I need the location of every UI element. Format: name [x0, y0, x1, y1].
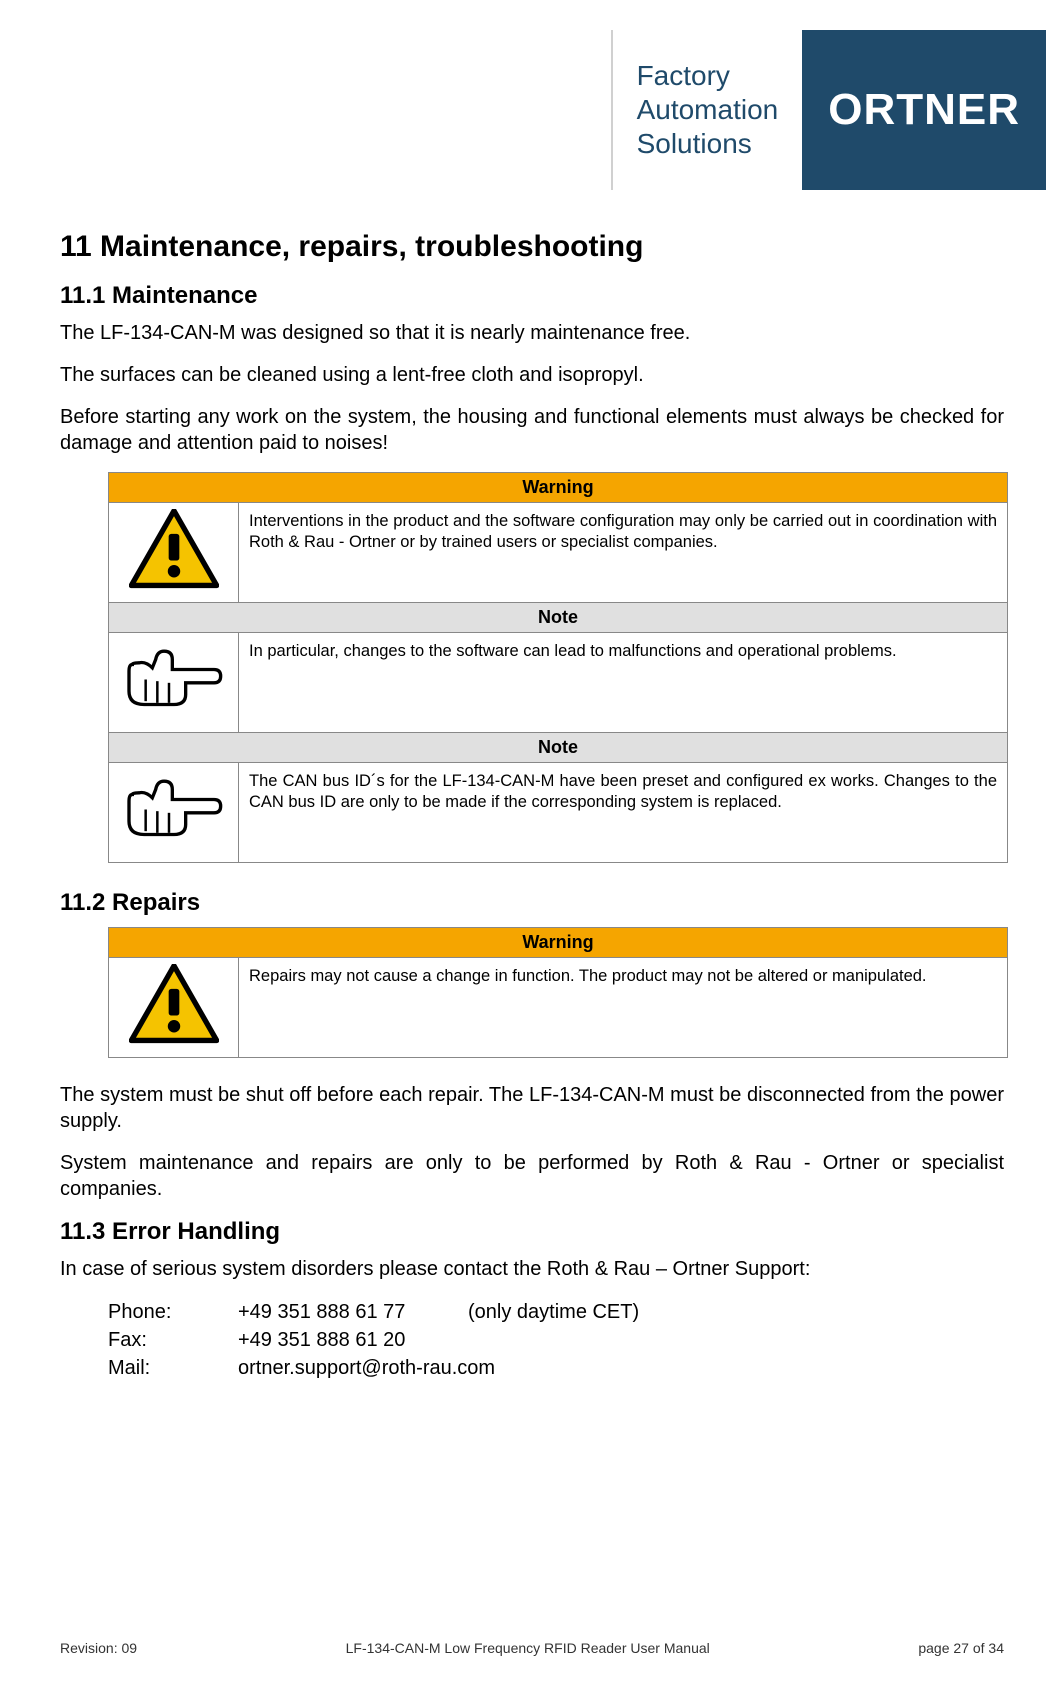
warning-icon	[129, 509, 219, 589]
note-header-2: Note	[109, 733, 1008, 763]
contact-fax-value: +49 351 888 61 20	[238, 1326, 468, 1354]
logo-subtitle: Factory Automation Solutions	[637, 30, 803, 190]
contact-phone-label: Phone:	[108, 1298, 238, 1326]
pointing-hand-icon	[124, 639, 224, 715]
warning-header: Warning	[109, 473, 1008, 503]
footer-revision: Revision: 09	[60, 1640, 137, 1656]
contact-phone-value: +49 351 888 61 77	[238, 1298, 468, 1326]
p-11-1-a: The LF-134-CAN-M was designed so that it…	[60, 320, 1004, 346]
page: Factory Automation Solutions ORTNER 11 M…	[0, 0, 1064, 1696]
logo-line3: Solutions	[637, 127, 779, 161]
contact-fax-row: Fax: +49 351 888 61 20	[108, 1326, 1004, 1354]
warning-text-2: Repairs may not cause a change in functi…	[239, 958, 1008, 1058]
p-11-2-a: The system must be shut off before each …	[60, 1082, 1004, 1134]
warning-icon-cell-2	[109, 958, 239, 1058]
p-11-3-a: In case of serious system disorders plea…	[60, 1256, 1004, 1282]
heading-11-3: 11.3 Error Handling	[60, 1218, 1004, 1246]
footer-page: page 27 of 34	[918, 1640, 1004, 1656]
logo-line2: Automation	[637, 93, 779, 127]
footer-title: LF-134-CAN-M Low Frequency RFID Reader U…	[346, 1640, 710, 1656]
contact-mail-label: Mail:	[108, 1354, 238, 1382]
logo-brand: ORTNER	[828, 85, 1020, 135]
contact-phone-extra: (only daytime CET)	[468, 1298, 639, 1326]
contact-block: Phone: +49 351 888 61 77 (only daytime C…	[108, 1298, 1004, 1382]
heading-11-2: 11.2 Repairs	[60, 889, 1004, 917]
warning-icon-cell	[109, 503, 239, 603]
pointing-hand-icon	[124, 769, 224, 845]
warning-header-2: Warning	[109, 928, 1008, 958]
note-text-2: The CAN bus ID´s for the LF-134-CAN-M ha…	[239, 763, 1008, 863]
note-icon-cell-2	[109, 763, 239, 863]
logo-divider	[611, 30, 613, 190]
footer: Revision: 09 LF-134-CAN-M Low Frequency …	[60, 1640, 1004, 1656]
p-11-2-b: System maintenance and repairs are only …	[60, 1150, 1004, 1202]
warning-text: Interventions in the product and the sof…	[239, 503, 1008, 603]
content: 11 Maintenance, repairs, troubleshooting…	[60, 30, 1004, 1382]
contact-mail-value: ortner.support@roth-rau.com	[238, 1354, 495, 1382]
warning-icon	[129, 964, 219, 1044]
p-11-1-c: Before starting any work on the system, …	[60, 404, 1004, 456]
heading-11-1: 11.1 Maintenance	[60, 282, 1004, 310]
logo-block: Factory Automation Solutions ORTNER	[611, 30, 1046, 190]
logo-brand-box: ORTNER	[802, 30, 1046, 190]
note-icon-cell-1	[109, 633, 239, 733]
logo-line1: Factory	[637, 59, 779, 93]
heading-11: 11 Maintenance, repairs, troubleshooting	[60, 230, 1004, 264]
contact-fax-label: Fax:	[108, 1326, 238, 1354]
contact-mail-row: Mail: ortner.support@roth-rau.com	[108, 1354, 1004, 1382]
p-11-1-b: The surfaces can be cleaned using a lent…	[60, 362, 1004, 388]
note-text-1: In particular, changes to the software c…	[239, 633, 1008, 733]
note-header-1: Note	[109, 603, 1008, 633]
callout-table-11-1: Warning Interventions in the product and…	[108, 472, 1008, 863]
callout-table-11-2: Warning Repairs may not cause a change i…	[108, 927, 1008, 1058]
contact-phone-row: Phone: +49 351 888 61 77 (only daytime C…	[108, 1298, 1004, 1326]
